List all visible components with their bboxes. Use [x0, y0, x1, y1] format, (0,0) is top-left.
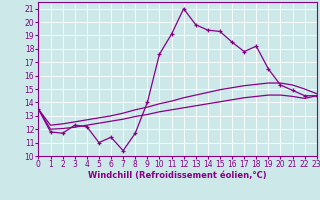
X-axis label: Windchill (Refroidissement éolien,°C): Windchill (Refroidissement éolien,°C)	[88, 171, 267, 180]
